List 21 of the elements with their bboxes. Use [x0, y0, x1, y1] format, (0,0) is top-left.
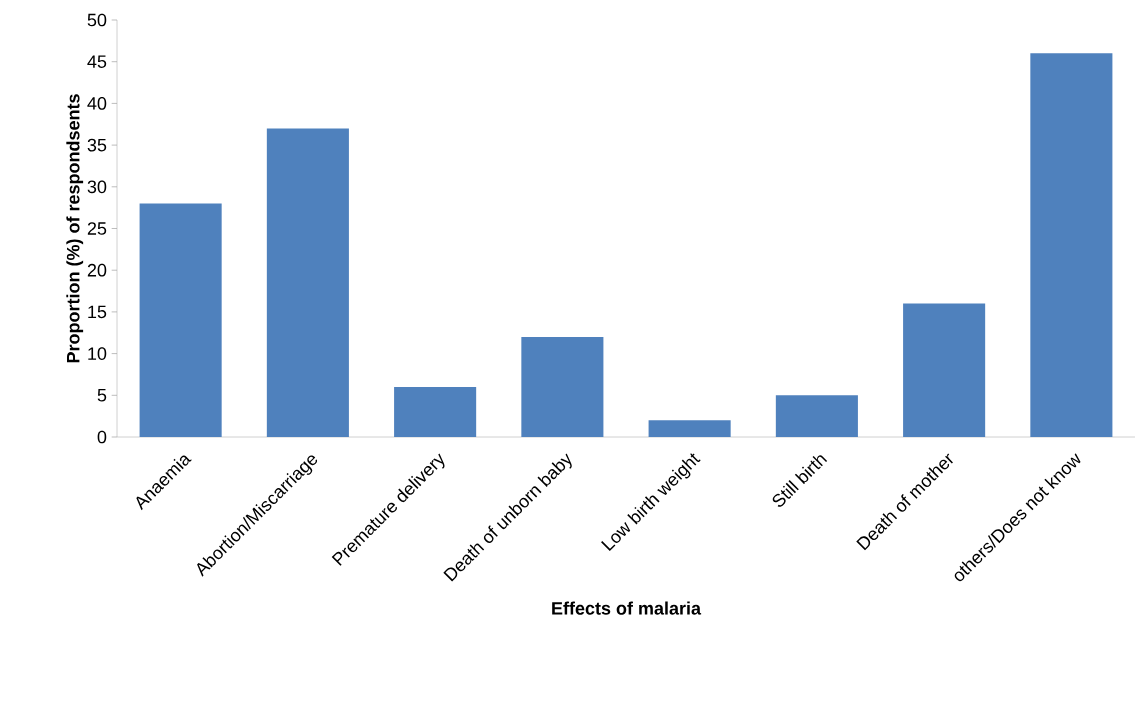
y-tick-label: 20	[87, 263, 107, 277]
y-axis-title: Proportion (%) of respondsents	[66, 94, 84, 363]
y-tick-label: 25	[87, 222, 107, 235]
y-tick-label: 35	[87, 138, 107, 152]
y-tick-label: 10	[88, 347, 107, 360]
y-tick-label: 50	[87, 13, 107, 27]
bar	[139, 203, 222, 437]
y-tick-label: 0	[97, 430, 107, 444]
y-tick-label: 40	[87, 97, 107, 110]
bar	[266, 128, 349, 437]
bar	[775, 395, 858, 437]
bar	[394, 386, 477, 437]
y-tick-label: 5	[97, 389, 107, 402]
bar	[903, 303, 986, 437]
bar	[1030, 53, 1113, 437]
x-axis-title: Effects of malaria	[552, 601, 702, 615]
y-tick-label: 45	[87, 55, 107, 68]
y-tick-label: 15	[88, 305, 107, 319]
bar	[648, 420, 731, 437]
bar	[521, 336, 604, 437]
y-tick-label: 30	[87, 180, 107, 194]
